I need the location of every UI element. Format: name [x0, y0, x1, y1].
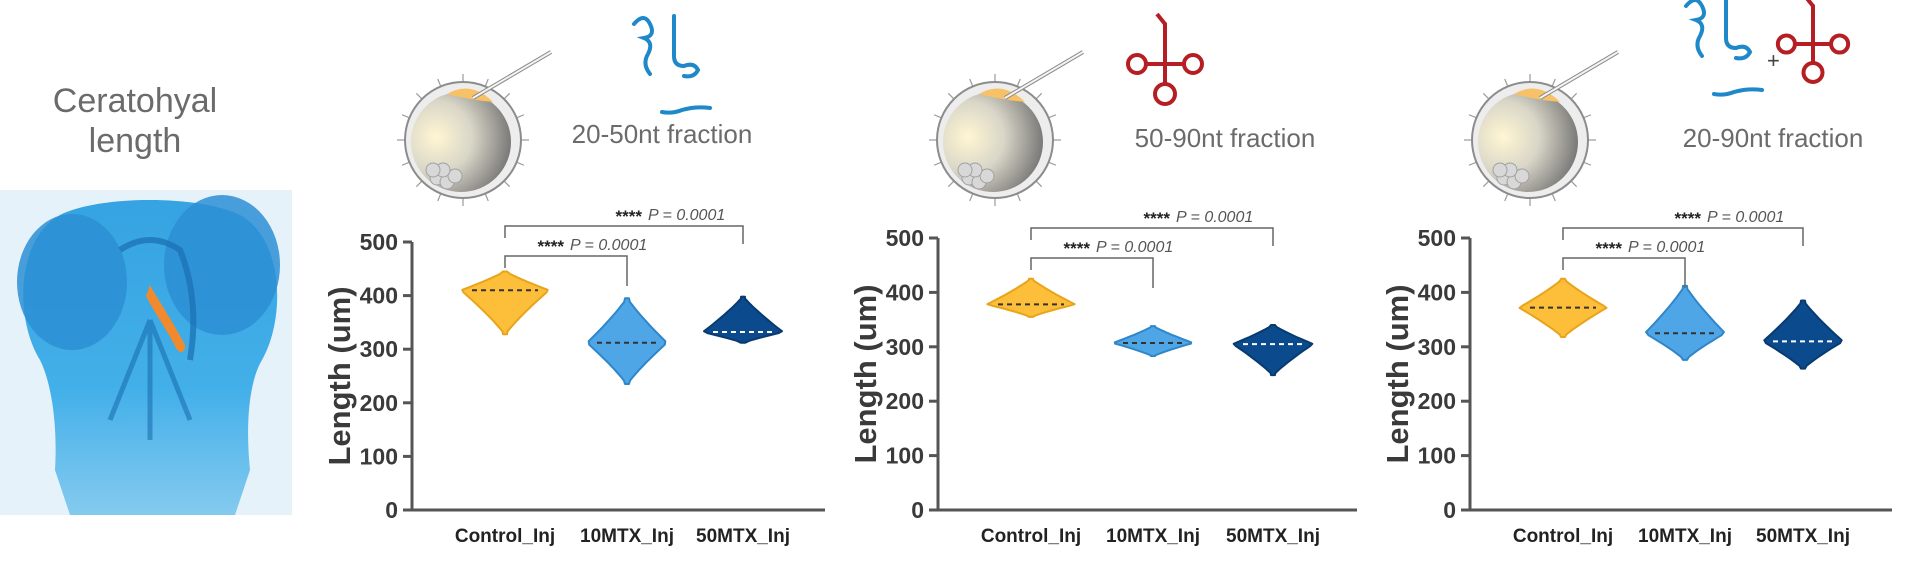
y-tick-label: 300 — [886, 334, 924, 360]
y-tick-label: 200 — [886, 388, 924, 414]
y-tick-label: 100 — [1418, 443, 1456, 469]
y-tick-label: 300 — [1418, 334, 1456, 360]
violin-mtx10 — [1113, 325, 1193, 357]
x-tick-label: Control_Inj — [1513, 526, 1613, 547]
y-tick-label: 400 — [886, 279, 924, 305]
violin-mtx10 — [1645, 284, 1725, 361]
x-tick-label: Control_Inj — [455, 526, 555, 547]
x-tick-label: 50MTX_Inj — [1756, 526, 1850, 547]
y-tick-label: 300 — [360, 336, 398, 362]
y-tick-label: 500 — [886, 225, 924, 251]
significance-stars: **** — [1675, 209, 1702, 228]
chart-panel-1: 20-50nt fraction 0 100 200 300 400 500 Length (… — [322, 14, 825, 547]
embryo-injection-illustration — [397, 50, 553, 206]
violin-control — [461, 270, 549, 336]
y-tick-label: 0 — [385, 497, 398, 523]
small-rna-blue-icon — [632, 14, 712, 115]
significance-bracket: **** P = 0.0001 — [1030, 239, 1173, 288]
fraction-label: 50-90nt fraction — [1135, 123, 1316, 153]
significance-stars: **** — [1596, 239, 1623, 258]
significance-bracket: **** P = 0.0001 — [504, 237, 647, 286]
x-tick-label: 50MTX_Inj — [696, 526, 790, 547]
significance-stars: **** — [616, 207, 643, 226]
p-value-label: P = 0.0001 — [570, 237, 647, 254]
chart-panel-2: 50-90nt fraction 0 100 200 300 400 500 Length (… — [848, 12, 1357, 547]
p-value-label: P = 0.0001 — [1176, 209, 1253, 226]
trna-red-icon — [1775, 0, 1851, 84]
significance-bracket: **** P = 0.0001 — [504, 207, 744, 244]
x-tick-label: 10MTX_Inj — [1638, 526, 1732, 547]
y-axis-label: Length (um) — [1380, 284, 1415, 463]
trna-red-icon — [1126, 12, 1204, 106]
significance-bracket: **** P = 0.0001 — [1562, 239, 1705, 288]
panel-title-line1: Ceratohyal — [52, 82, 218, 120]
y-tick-label: 0 — [911, 497, 924, 523]
y-tick-label: 200 — [1418, 388, 1456, 414]
p-value-label: P = 0.0001 — [1096, 239, 1173, 256]
panel-title-line2: length — [88, 122, 182, 160]
y-axis: 0 100 200 300 400 500 — [1418, 225, 1472, 523]
y-axis: 0 100 200 300 400 500 — [886, 225, 940, 523]
zebrafish-head-image — [0, 190, 292, 515]
fraction-label: 20-50nt fraction — [572, 119, 753, 149]
violin-control — [986, 277, 1076, 318]
significance-bracket: **** P = 0.0001 — [1030, 209, 1274, 246]
significance-stars: **** — [1064, 239, 1091, 258]
y-axis: 0 100 200 300 400 500 — [360, 229, 414, 523]
y-axis-label: Length (um) — [848, 284, 883, 463]
y-axis-label: Length (um) — [322, 286, 357, 465]
plus-sign: + — [1767, 48, 1780, 73]
significance-stars: **** — [1144, 209, 1171, 228]
p-value-label: P = 0.0001 — [1628, 239, 1705, 256]
x-tick-label: 50MTX_Inj — [1226, 526, 1320, 547]
y-tick-label: 100 — [886, 443, 924, 469]
significance-bracket: **** P = 0.0001 — [1562, 209, 1804, 246]
p-value-label: P = 0.0001 — [1707, 209, 1784, 226]
embryo-injection-illustration — [929, 50, 1085, 206]
violin-control — [1518, 277, 1608, 338]
ceratohyal-highlight — [146, 285, 186, 352]
y-tick-label: 400 — [1418, 279, 1456, 305]
violin-mtx50 — [1763, 299, 1843, 370]
violin-mtx50 — [1232, 324, 1314, 377]
violin-mtx10 — [587, 297, 667, 385]
x-tick-label: 10MTX_Inj — [580, 526, 674, 547]
y-tick-label: 400 — [360, 283, 398, 309]
small-rna-blue-icon — [1684, 0, 1764, 97]
y-tick-label: 200 — [360, 390, 398, 416]
x-tick-label: 10MTX_Inj — [1106, 526, 1200, 547]
y-tick-label: 500 — [1418, 225, 1456, 251]
p-value-label: P = 0.0001 — [648, 207, 725, 224]
embryo-injection-illustration — [1464, 50, 1620, 206]
y-tick-label: 100 — [360, 443, 398, 469]
x-tick-label: Control_Inj — [981, 526, 1081, 547]
violin-mtx50 — [703, 295, 783, 344]
chart-panel-3: +20-90nt fraction 0 100 200 300 400 500 Length … — [1380, 0, 1892, 547]
y-tick-label: 0 — [1443, 497, 1456, 523]
y-tick-label: 500 — [360, 229, 398, 255]
fraction-label: 20-90nt fraction — [1683, 123, 1864, 153]
significance-stars: **** — [538, 237, 565, 256]
